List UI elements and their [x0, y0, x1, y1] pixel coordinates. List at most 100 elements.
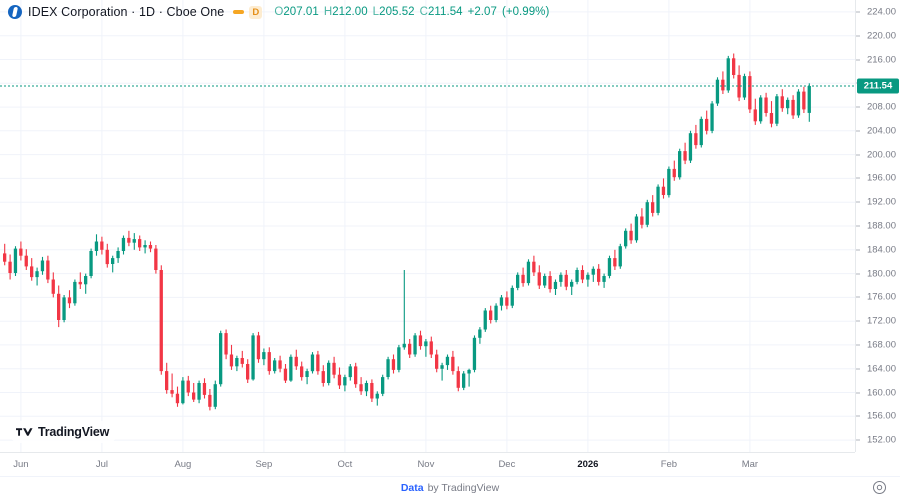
candle [8, 261, 12, 273]
candle [13, 248, 18, 273]
candle [667, 168, 671, 196]
price-tick-mark [856, 59, 860, 60]
candle [316, 354, 320, 372]
candle [537, 272, 541, 286]
time-tick-label: Jul [95, 459, 108, 470]
price-axis[interactable]: 224.00220.00216.00212.00208.00204.00200.… [855, 0, 900, 452]
low-value: 205.52 [379, 6, 415, 18]
open-value: 207.01 [283, 6, 319, 18]
candle [440, 365, 444, 369]
symbol-title[interactable]: IDEX Corporation · 1D · Cboe One [28, 5, 225, 19]
price-tick-mark [856, 344, 860, 346]
candle [143, 245, 147, 248]
candle [181, 380, 185, 404]
candle [429, 341, 433, 355]
candle [564, 274, 568, 287]
price-tick-mark [856, 368, 860, 370]
candle [165, 371, 169, 391]
candle [624, 230, 628, 247]
candle [327, 362, 331, 383]
candle [802, 91, 806, 110]
candle [721, 79, 725, 91]
candle [321, 371, 325, 383]
last-price-badge[interactable]: 211.54 [857, 78, 899, 94]
candle [105, 249, 109, 265]
candle [62, 297, 66, 320]
candle [699, 118, 703, 146]
candle [472, 337, 477, 370]
candle [753, 109, 757, 122]
candle [213, 384, 217, 407]
price-tick-label: 200.00 [866, 149, 896, 161]
candle [769, 113, 774, 124]
candle [651, 202, 655, 213]
candle [267, 352, 271, 372]
candle [521, 274, 525, 284]
candle [240, 358, 244, 364]
tradingview-watermark: TradingView [9, 421, 119, 443]
candle [467, 369, 471, 374]
time-tick-label: Sep [255, 459, 273, 470]
candle [629, 230, 633, 241]
candle [786, 99, 790, 109]
price-tick-label: 184.00 [866, 244, 896, 256]
candle [51, 279, 55, 294]
candle [208, 394, 212, 407]
candle [591, 268, 595, 275]
price-tick-mark [856, 439, 860, 441]
candle [553, 281, 558, 289]
change-value: +2.07 [467, 6, 497, 18]
candle [116, 251, 120, 259]
candle [607, 258, 612, 276]
chart-plot-area[interactable] [0, 0, 855, 452]
candle [413, 335, 417, 355]
gear-icon[interactable] [872, 480, 887, 495]
candle [543, 276, 547, 286]
candle [224, 333, 228, 355]
footer-attribution: Data by TradingView [0, 476, 900, 498]
candle [35, 271, 39, 278]
time-tick-label: Oct [337, 459, 353, 470]
price-tick-mark [856, 177, 860, 179]
orange-dash-icon[interactable] [233, 10, 245, 14]
low-key: L [372, 6, 380, 18]
candle [726, 58, 730, 91]
candle [170, 390, 174, 394]
candle [516, 274, 520, 288]
price-tick-label: 156.00 [866, 410, 896, 422]
candle [289, 356, 293, 381]
candle [408, 343, 412, 355]
watermark-label: TradingView [38, 425, 110, 439]
candle [494, 305, 498, 320]
data-link[interactable]: Data [400, 481, 424, 494]
candle [705, 118, 709, 131]
candle [742, 76, 747, 98]
price-tick-label: 196.00 [866, 172, 896, 184]
chart-legend: IDEX Corporation · 1D · Cboe One D O207.… [8, 3, 549, 21]
candle [613, 258, 617, 267]
candle [532, 261, 536, 273]
candle [586, 274, 590, 280]
time-axis[interactable]: Jun Jul Aug Sep Oct Nov Dec 2026 Feb Mar [0, 452, 855, 476]
price-tick-label: 168.00 [866, 339, 896, 351]
price-tick-mark [856, 106, 860, 108]
candle [121, 237, 126, 251]
candle [424, 341, 428, 347]
price-tick-label: 188.00 [866, 220, 896, 232]
candle [645, 202, 649, 225]
candle [715, 79, 720, 104]
candle [283, 368, 288, 381]
candle [688, 133, 693, 161]
candle [127, 237, 131, 243]
candle [94, 241, 99, 251]
price-tick-mark [856, 201, 860, 203]
price-tick-label: 224.00 [866, 6, 896, 18]
price-tick-label: 160.00 [866, 387, 896, 398]
candle [159, 270, 163, 372]
candle [57, 293, 61, 320]
candle [175, 393, 180, 404]
candle [337, 374, 342, 386]
dividend-badge[interactable]: D [249, 5, 263, 19]
candle [559, 274, 563, 282]
